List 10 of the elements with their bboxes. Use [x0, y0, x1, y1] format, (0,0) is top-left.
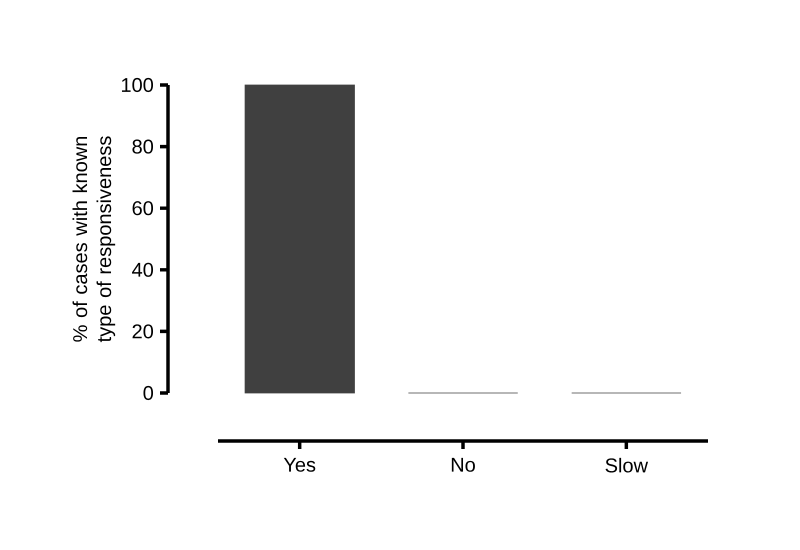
y-tick-label: 0 — [143, 386, 154, 400]
x-tick-label: No — [452, 458, 475, 472]
y-tick-label: 20 — [132, 324, 154, 338]
y-tick-label: 100 — [122, 78, 154, 92]
y-tick-label: 40 — [132, 262, 154, 277]
x-tick-label: Slow — [606, 458, 648, 473]
x-tick-label: Yes — [284, 458, 316, 472]
y-axis-title: % of cases with known type of responsiveness — [72, 136, 116, 342]
y-tick-label: 60 — [132, 201, 154, 216]
y-tick-label: 80 — [132, 140, 154, 154]
